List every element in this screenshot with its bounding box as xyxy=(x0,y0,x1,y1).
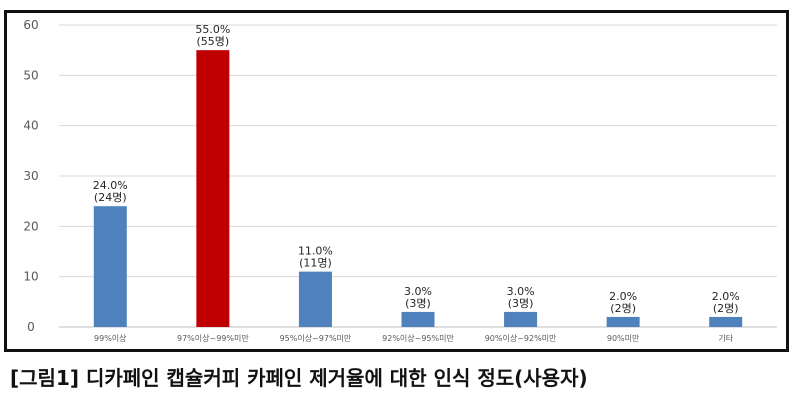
x-tick-label: 92%이상~95%미만 xyxy=(382,333,454,343)
data-label-count: (2명) xyxy=(610,302,636,315)
bar xyxy=(196,50,230,328)
data-label-percent: 3.0% xyxy=(507,285,535,298)
y-tick-label: 40 xyxy=(23,119,38,133)
y-tick-label: 60 xyxy=(23,18,38,32)
data-label-percent: 55.0% xyxy=(195,23,230,36)
x-tick-label: 90%미만 xyxy=(607,334,640,343)
x-tick-label: 97%이상~99%미만 xyxy=(177,333,249,343)
x-tick-label: 95%이상~97%미만 xyxy=(280,333,352,343)
x-tick-label: 90%이상~92%미만 xyxy=(485,333,557,343)
bar-chart: 0 10 20 30 40 50 60 24.0%(24명) 99%이상 55.0%(55명) 97… xyxy=(23,18,777,343)
y-tick-label: 10 xyxy=(23,270,38,284)
y-tick-label: 50 xyxy=(23,68,38,82)
data-label-count: (3명) xyxy=(405,297,431,310)
data-label-count: (3명) xyxy=(508,297,534,310)
data-label-count: (2명) xyxy=(713,302,739,315)
figure-caption: [그림1] 디카페인 캡슐커피 카페인 제거율에 대한 인식 정도(사용자) xyxy=(10,366,588,390)
bar xyxy=(504,311,538,327)
bar xyxy=(606,316,640,327)
chart-frame: 0 10 20 30 40 50 60 24.0% (24명) 99%이상 55.0% (55명) 97… xyxy=(4,10,789,352)
y-tick-label: 20 xyxy=(23,219,38,233)
data-label-count: (24명) xyxy=(94,191,127,204)
y-tick-label: 30 xyxy=(23,169,38,183)
data-label-count: (55명) xyxy=(197,35,230,48)
bar xyxy=(93,206,127,327)
data-label-percent: 11.0% xyxy=(298,245,333,258)
data-label-percent: 2.0% xyxy=(609,290,637,303)
data-label-count: (11명) xyxy=(299,257,332,270)
data-label-percent: 3.0% xyxy=(404,285,432,298)
bar xyxy=(709,316,743,327)
x-tick-label: 99%이상 xyxy=(94,333,127,343)
bar xyxy=(401,311,435,327)
bar xyxy=(298,271,332,327)
data-label-percent: 2.0% xyxy=(712,290,740,303)
x-tick-label: 기타 xyxy=(718,334,733,343)
data-label-percent: 24.0% xyxy=(93,179,128,192)
y-tick-label: 0 xyxy=(27,320,35,334)
